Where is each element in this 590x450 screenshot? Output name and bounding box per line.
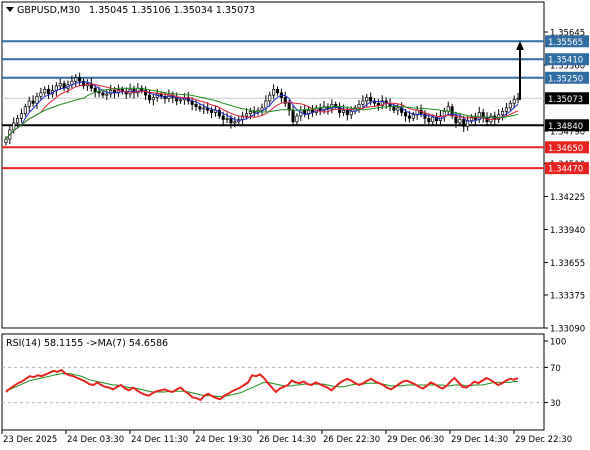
level-label-4-box bbox=[545, 141, 589, 154]
candle bbox=[19, 108, 24, 123]
candle bbox=[81, 78, 86, 89]
ohlc-values: 1.35045 1.35106 1.35034 1.35073 bbox=[89, 5, 255, 16]
candle bbox=[31, 95, 35, 107]
candle bbox=[39, 87, 43, 101]
level-label-1: 1.35410 bbox=[548, 56, 583, 66]
time-tick-label: 23 Dec 2025 bbox=[3, 435, 57, 445]
candle bbox=[35, 92, 39, 109]
level-label-0-box bbox=[545, 35, 589, 48]
price-tick-label: 1.35645 bbox=[550, 29, 585, 39]
candle bbox=[233, 116, 237, 128]
candle bbox=[272, 84, 276, 100]
time-tick-label: 24 Dec 11:30 bbox=[131, 435, 188, 445]
candle bbox=[508, 100, 512, 111]
current-price-label: 1.35073 bbox=[548, 95, 583, 105]
symbol-timeframe: GBPUSD,M30 bbox=[17, 5, 80, 16]
candle bbox=[144, 86, 148, 101]
price-tick-label: 1.34790 bbox=[550, 128, 585, 138]
time-tick-label: 26 Dec 22:30 bbox=[323, 435, 380, 445]
candle bbox=[43, 86, 47, 96]
level-label-3: 1.34840 bbox=[548, 122, 583, 132]
level-label-3-box bbox=[545, 119, 589, 132]
level-label-4: 1.34650 bbox=[548, 144, 583, 154]
candle bbox=[93, 84, 97, 98]
price-tick-label: 1.33655 bbox=[550, 259, 585, 269]
candle bbox=[210, 106, 214, 119]
candle bbox=[248, 107, 252, 120]
candle bbox=[74, 74, 78, 87]
candle bbox=[101, 89, 105, 99]
level-label-5-box bbox=[545, 162, 589, 175]
candle bbox=[283, 91, 287, 107]
rsi-ma-line bbox=[5, 373, 518, 397]
candle bbox=[275, 86, 280, 96]
time-tick-label: 29 Dec 14:30 bbox=[451, 435, 508, 445]
price-tick-label: 1.35360 bbox=[550, 62, 585, 72]
level-label-5: 1.34470 bbox=[548, 165, 583, 175]
up-arrow-head-icon bbox=[516, 41, 524, 51]
candle bbox=[357, 100, 361, 113]
candle bbox=[194, 99, 198, 112]
candle bbox=[198, 103, 202, 112]
time-tick-label: 24 Dec 03:30 bbox=[67, 435, 124, 445]
ma-long-line bbox=[5, 87, 519, 140]
level-label-2-box bbox=[545, 71, 589, 84]
candle bbox=[225, 112, 229, 124]
time-tick-label: 24 Dec 19:30 bbox=[195, 435, 252, 445]
price-tick-label: 1.33090 bbox=[550, 325, 585, 335]
price-tick-label: 1.34225 bbox=[550, 193, 585, 203]
candle bbox=[78, 72, 82, 86]
candle bbox=[268, 91, 272, 107]
ma-fast-line bbox=[5, 81, 519, 140]
rsi-tick-label: 30 bbox=[550, 399, 561, 409]
time-axis: 23 Dec 2025 24 Dec 03:30 24 Dec 11:30 24 De… bbox=[1, 430, 572, 445]
rsi-tick-label: 100 bbox=[550, 338, 566, 348]
candle bbox=[23, 103, 27, 117]
level-labels: 1.35565 1.35410 1.35250 1.34840 1.34650 1.344… bbox=[545, 35, 589, 175]
candle bbox=[458, 113, 462, 127]
time-tick-label: 29 Dec 06:30 bbox=[387, 435, 444, 445]
candle bbox=[500, 107, 505, 121]
level-label-1-box bbox=[545, 53, 589, 66]
rsi-lines bbox=[2, 366, 544, 404]
candle bbox=[147, 89, 152, 104]
candle bbox=[47, 85, 51, 99]
time-tick-label: 29 Dec 22:30 bbox=[515, 435, 572, 445]
candle bbox=[151, 93, 155, 106]
candle bbox=[361, 95, 365, 108]
rsi-axis: 100 70 30 bbox=[544, 338, 566, 409]
level-label-0: 1.35565 bbox=[548, 38, 583, 48]
price-tick-label: 1.33940 bbox=[550, 226, 585, 236]
candle bbox=[217, 107, 221, 119]
candle bbox=[295, 113, 299, 125]
price-chart-frame[interactable] bbox=[1, 1, 545, 329]
ma-slow-line bbox=[5, 83, 519, 140]
rsi-panel-frame[interactable] bbox=[1, 333, 545, 431]
candle bbox=[16, 114, 20, 129]
time-tick-label: 26 Dec 14:30 bbox=[259, 435, 316, 445]
rsi-header: RSI(14) 58.1155 ->MA(7) 54.6586 bbox=[6, 338, 168, 349]
candle bbox=[105, 89, 109, 101]
symbol-dropdown-icon[interactable] bbox=[6, 7, 14, 12]
current-price-label-box bbox=[545, 92, 589, 105]
rsi-tick-label: 70 bbox=[550, 364, 561, 374]
moving-averages bbox=[5, 81, 519, 140]
candle bbox=[27, 96, 31, 112]
rsi-line bbox=[5, 368, 519, 402]
price-tick-label: 1.33375 bbox=[550, 291, 585, 301]
candle bbox=[307, 106, 311, 120]
candle bbox=[512, 95, 516, 109]
level-label-2: 1.35250 bbox=[548, 74, 583, 84]
candle bbox=[369, 92, 373, 106]
horizontal-levels bbox=[2, 40, 544, 170]
candle bbox=[260, 103, 264, 116]
